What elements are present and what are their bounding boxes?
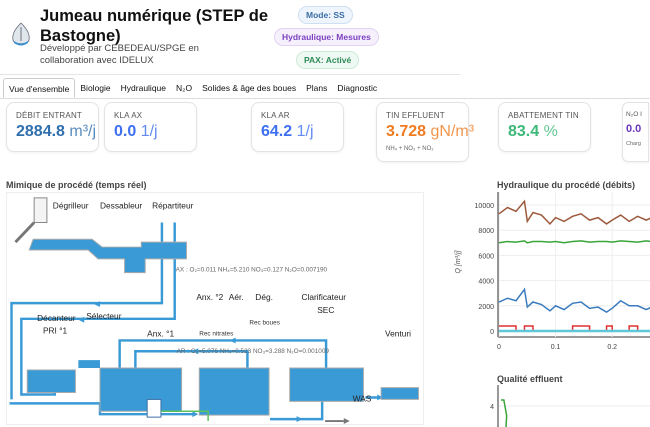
label-clarificateur: Clarificateur xyxy=(302,292,347,302)
x-tick-label: 0.2 xyxy=(607,344,617,351)
kpi-card: TIN EFFLUENT 3.728 gN/m³ NH₄ + NO₃ + NO₂ xyxy=(376,102,474,162)
process-title: Mimique de procédé (temps réel) xyxy=(6,180,147,190)
label-venturi: Venturi xyxy=(385,329,411,339)
y-tick-label: 2000 xyxy=(478,304,494,311)
series-line-brown xyxy=(498,199,650,226)
kpi-card: N₂O I 0.0 Charg xyxy=(622,102,649,162)
x-tick-label: 0.1 xyxy=(551,344,561,351)
tab-hydraulique[interactable]: Hydraulique xyxy=(120,83,167,93)
kpi-unit: m³/j xyxy=(69,123,97,140)
label-rec-nitrates: Rec nitrates xyxy=(199,331,233,338)
kpi-value: 83.4 xyxy=(508,123,540,140)
label-anx2: Anx. °2 xyxy=(196,292,223,302)
kpi-unit: gN/m³ xyxy=(430,123,475,140)
kpi-label: N₂O I xyxy=(626,111,642,118)
kpi-note: Charg xyxy=(626,141,641,147)
kpi-label: KLA AX xyxy=(114,111,143,120)
label-deg: Dég. xyxy=(255,292,273,302)
ax-readout: AX : O₂=0.011 NH₄=5.210 NO₃=0.127 N₂O=0.… xyxy=(176,267,328,274)
quality-chart: 4 xyxy=(490,385,650,427)
kpi-card: KLA AR 64.2 1/j xyxy=(251,102,344,152)
tab-n2o[interactable]: N₂O xyxy=(176,83,193,93)
label-selecteur: Sélecteur xyxy=(86,311,121,321)
kpi-value: 0.0 xyxy=(114,123,137,140)
hydraulique-badge: Hydraulique: Mesures xyxy=(274,28,379,46)
tab-diagnostic[interactable]: Diagnostic xyxy=(337,83,378,93)
page-subtitle: Développé par CEBEDEAU/SPGE en collabora… xyxy=(40,43,199,66)
y-tick-label: 4 xyxy=(490,404,494,411)
kpi-label: DÉBIT ENTRANT xyxy=(16,111,83,120)
tab-biologie[interactable]: Biologie xyxy=(80,83,111,93)
tab-plans[interactable]: Plans xyxy=(306,83,328,93)
mode-badge: Mode: SS xyxy=(298,6,353,24)
page-title: Jumeau numérique (STEP de Bastogne) xyxy=(40,7,269,45)
label-decanteur: Décanteur xyxy=(37,313,76,323)
y-tick-label: 10000 xyxy=(475,203,495,210)
process-diagram: Dégrilleur Dessableur Répartiteur Décant… xyxy=(6,192,424,425)
kpi-label: KLA AR xyxy=(261,111,290,120)
kpi-value: 3.728 xyxy=(386,123,427,140)
kpi-label: TIN EFFLUENT xyxy=(386,111,445,120)
quality-chart-title: Qualité effluent xyxy=(497,374,563,384)
kpi-value: 64.2 xyxy=(261,123,293,140)
y-tick-label: 0 xyxy=(490,329,494,336)
pax-badge: PAX: Activé xyxy=(296,51,360,69)
label-repartiteur: Répartiteur xyxy=(152,201,193,211)
label-anx1: Anx. °1 xyxy=(147,329,174,339)
y-tick-label: 4000 xyxy=(478,279,494,286)
tab-vue-ensemble[interactable]: Vue d'ensemble xyxy=(3,78,76,98)
kpi-card: KLA AX 0.0 1/j xyxy=(104,102,197,152)
kpi-label: ABATTEMENT TIN xyxy=(508,111,579,120)
label-aer: Aér. xyxy=(229,292,244,302)
kpi-unit: 1/j xyxy=(296,123,314,140)
series-line-green xyxy=(498,240,650,244)
tab-bar: Vue d'ensemble Biologie Hydraulique N₂O … xyxy=(0,78,650,99)
y-tick-label: 6000 xyxy=(478,253,494,260)
label-sec: SEC xyxy=(317,305,334,315)
series-line-red xyxy=(499,325,650,332)
label-pri: PRI °1 xyxy=(43,326,68,336)
blower-icon xyxy=(146,398,162,418)
kpi-card: ABATTEMENT TIN 83.4 % xyxy=(498,102,591,152)
kpi-card: DÉBIT ENTRANT 2884.8 m³/j xyxy=(6,102,99,152)
label-dessableur: Dessableur xyxy=(100,201,142,211)
series-line-green xyxy=(501,399,508,427)
kpi-unit: % xyxy=(543,123,558,140)
tab-solides[interactable]: Solides & âge des boues xyxy=(202,83,297,93)
label-was: WAS xyxy=(353,393,372,403)
kpi-unit: 1/j xyxy=(140,123,158,140)
x-tick-label: 0 xyxy=(497,344,501,351)
divider xyxy=(0,74,460,75)
y-tick-label: 8000 xyxy=(478,228,494,235)
label-rec-boues: Rec boues xyxy=(249,320,279,327)
kpi-value: 0.0 xyxy=(626,123,642,135)
kpi-value: 2884.8 xyxy=(16,123,65,140)
kpi-note: NH₄ + NO₃ + NO₂ xyxy=(386,146,434,152)
label-degrilleur: Dégrilleur xyxy=(53,201,89,211)
hydraulic-chart: 0 2000 4000 6000 8000 10000 0 0.1 0.2 Q [m³/j] xyxy=(455,192,650,351)
y-axis-label: Q [m³/j] xyxy=(455,249,462,273)
series-line-blue xyxy=(498,287,650,313)
logo xyxy=(10,22,32,55)
hydraulic-chart-title: Hydraulique du procédé (débits) xyxy=(497,180,636,190)
ar-readout: AR : O₂=5.076 NH₄=0.523 NO₃=3.288 N₂O=0.… xyxy=(177,348,330,355)
